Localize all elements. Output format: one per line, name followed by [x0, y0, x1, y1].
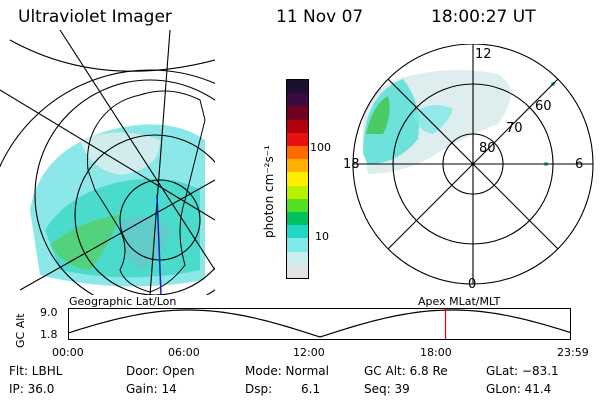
status-ip: IP: 36.0	[9, 382, 55, 396]
status-dsp-value: 6.1	[301, 382, 321, 396]
colorbar-segment	[287, 185, 308, 199]
colorbar-segment	[287, 159, 308, 173]
colorbar-segment	[287, 119, 308, 133]
apex-caption: Apex MLat/MLT	[418, 295, 501, 308]
status-gc-alt: GC Alt: 6.8 Re	[364, 364, 448, 378]
colorbar-segment	[287, 80, 308, 94]
timeline-axis-label: GC Alt	[14, 313, 27, 348]
colorbar-segment	[287, 264, 308, 279]
time-label: 18:00:27 UT	[431, 7, 536, 27]
time-tick-0600: 06:00	[168, 346, 200, 359]
polar-mlt-plot: 12 18 6 0 60 70 80	[343, 44, 594, 292]
polar-grid	[352, 44, 594, 285]
auroral-emission-geographic	[30, 124, 205, 287]
colorbar-segment	[287, 132, 308, 147]
colorbar-segment	[287, 212, 308, 226]
mlt-label-18: 18	[343, 157, 360, 172]
instrument-title: Ultraviolet Imager	[18, 7, 172, 27]
mlat-label-60: 60	[535, 99, 552, 114]
colorbar-segment	[287, 225, 308, 239]
time-tick-1800: 18:00	[420, 346, 452, 359]
colorbar-segment	[287, 93, 308, 107]
colorbar-tick-100: 100	[310, 141, 331, 154]
colorbar-segment	[287, 146, 308, 160]
status-glat: GLat: −83.1	[486, 364, 559, 378]
status-door: Door: Open	[126, 364, 195, 378]
geographic-caption: Geographic Lat/Lon	[69, 295, 177, 308]
colorbar-unit-label: photon cm⁻²s⁻¹	[262, 145, 276, 238]
colorbar-tick-10: 10	[315, 230, 329, 243]
date-label: 11 Nov 07	[276, 7, 364, 27]
colorbar-segment	[287, 198, 308, 213]
colorbar-segment	[287, 172, 308, 186]
status-gain: Gain: 14	[126, 382, 177, 396]
time-tick-1200: 12:00	[293, 346, 325, 359]
timeline-y-bottom: 1.8	[40, 328, 58, 341]
status-dsp-label: Dsp:	[245, 382, 273, 396]
mlat-label-80: 80	[479, 141, 496, 156]
colorbar-segment	[287, 106, 308, 120]
terminator-line	[156, 194, 162, 295]
mlt-label-6: 6	[575, 157, 583, 172]
time-tick-2359: 23:59	[557, 346, 589, 359]
mlat-label-70: 70	[506, 121, 523, 136]
mlt-label-0: 0	[468, 277, 476, 292]
status-seq: Seq: 39	[364, 382, 410, 396]
coastline-outline	[87, 90, 206, 293]
color-scale-bar	[286, 79, 309, 279]
colorbar-segment	[287, 238, 308, 252]
geographic-map	[0, 30, 215, 295]
altitude-timeline	[68, 308, 572, 340]
time-tick-0000: 00:00	[52, 346, 84, 359]
colorbar-segment	[287, 251, 308, 265]
status-filter: Flt: LBHL	[9, 364, 63, 378]
mlt-label-12: 12	[475, 47, 492, 62]
altitude-curve	[68, 309, 572, 338]
status-mode: Mode: Normal	[245, 364, 329, 378]
status-glon: GLon: 41.4	[486, 382, 552, 396]
timeline-y-top: 9.0	[40, 306, 58, 319]
